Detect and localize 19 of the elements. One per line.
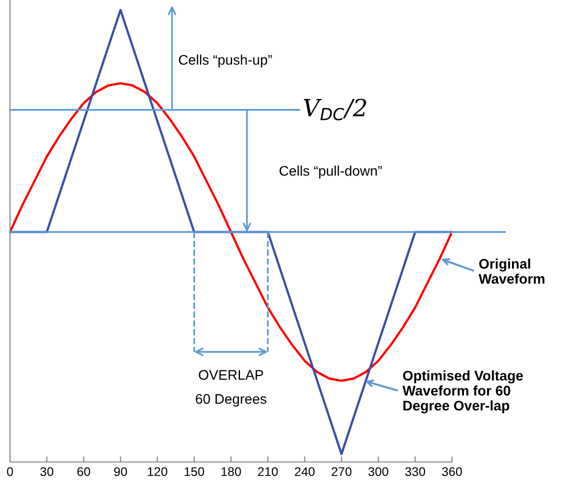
x-tick-label: 270 [332, 467, 352, 476]
annotation: OVERLAP 60 Degrees [196, 370, 266, 407]
annotation: Optimised Voltage Waveform for 60 Degree Over-lap [402, 370, 523, 414]
x-tick-label: 360 [442, 467, 462, 476]
x-tick-label: 180 [222, 467, 241, 476]
x-tick-label: 90 [114, 467, 127, 476]
x-tick-label: 300 [368, 467, 388, 476]
x-tick-label: 210 [258, 467, 278, 476]
x-tick-label: 0 [7, 467, 13, 476]
annotation: Cells “pull-down” [280, 166, 382, 179]
x-tick-label: 240 [294, 467, 315, 476]
x-tick-label: 120 [148, 467, 168, 476]
annotation: Original Waveform [478, 258, 544, 284]
x-tick-label: 60 [77, 467, 90, 476]
x-tick-label: 30 [40, 467, 54, 476]
ref-line-label: V$_{DC}$/2 [304, 98, 366, 120]
annotation: Cells “push-up” [178, 54, 272, 68]
x-tick-label: 330 [405, 467, 426, 476]
x-tick-label: 150 [184, 467, 204, 476]
